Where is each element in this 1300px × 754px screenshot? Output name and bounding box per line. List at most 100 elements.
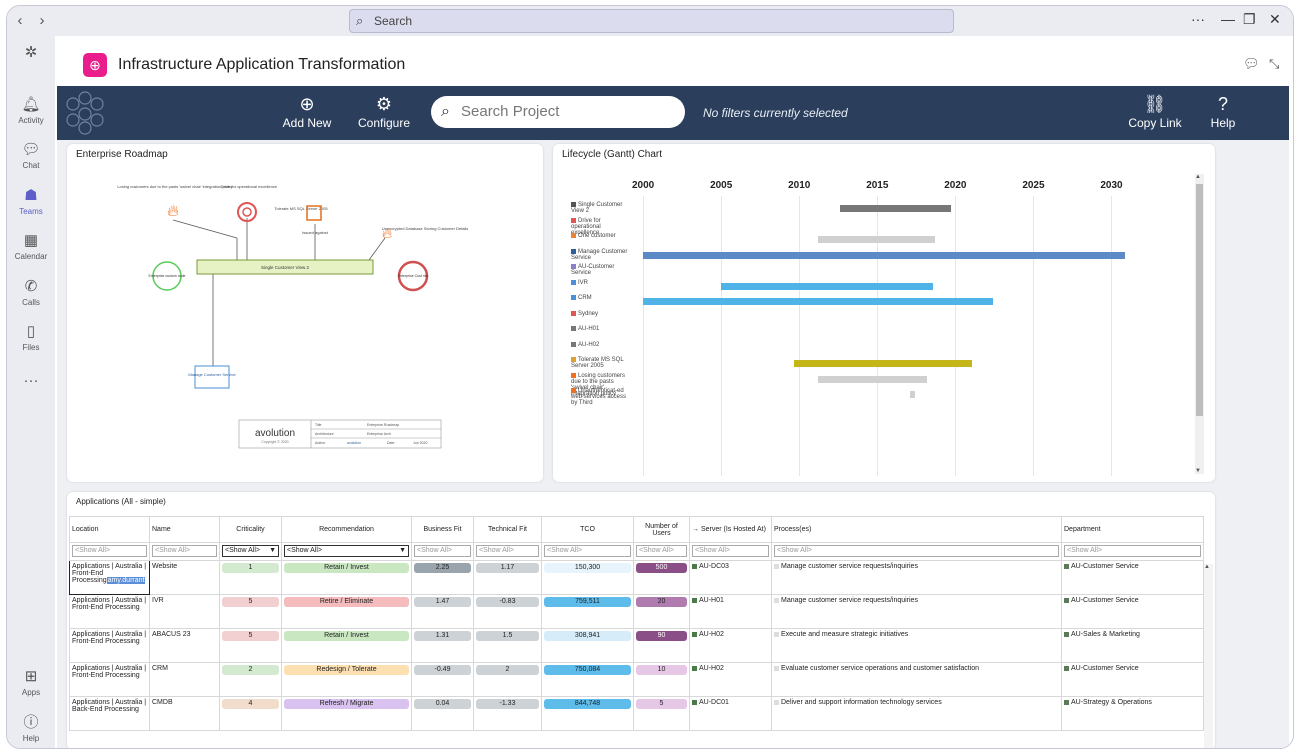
gantt-bar[interactable] [817,375,928,383]
gantt-row-label[interactable]: CRM [571,295,629,301]
gantt-row-label[interactable]: Manage Customer Service [571,248,628,261]
gantt-row-label[interactable]: Tolerate MS SQL Server 2005 [571,357,624,370]
table-row[interactable]: Applications | Australia | Front-End Pro… [69,560,1204,595]
value-pill: 2 [476,665,539,675]
value-pill: 4 [222,699,279,709]
manage-customer-service-box[interactable] [194,365,230,389]
gantt-bar[interactable] [794,360,973,367]
column-header[interactable]: Name [149,516,220,543]
column-header[interactable]: Criticality [219,516,282,543]
rail-calendar[interactable]: ▦ Calendar [7,232,55,261]
table-row[interactable]: Applications | Australia | Back-End Proc… [69,696,1204,731]
filter-input[interactable]: <Show All> [1064,545,1201,557]
column-header[interactable]: Technical Fit [473,516,542,543]
gantt-row-label[interactable]: Drive for operational excellence [571,217,601,236]
column-header[interactable]: TCO [541,516,634,543]
gantt-year-label: 2005 [710,180,733,191]
gantt-bar[interactable] [643,251,1126,259]
filter-input[interactable]: <Show All> [414,545,471,557]
column-header[interactable]: Location [69,516,150,543]
rail-teams[interactable]: ☗ Teams [7,187,55,216]
help-button[interactable]: ? Help [1205,94,1241,130]
gantt-row-label[interactable]: AU-H02 [571,341,629,348]
scroll-down-icon[interactable]: ▼ [1195,468,1201,474]
filter-input[interactable]: <Show All> [72,545,147,557]
filter-input[interactable]: <Show All> [544,545,631,557]
column-header[interactable]: → Server (Is Hosted At) [689,516,772,543]
gantt-bar[interactable] [839,205,951,212]
gantt-year-label: 2015 [866,180,889,191]
gantt-row-label[interactable]: AU-H01 [571,326,629,332]
gantt-row-label[interactable]: Sydney [571,310,629,317]
left-node[interactable] [152,261,182,291]
add-new-button[interactable]: ⊕ Add New [282,94,332,130]
gantt-row-label[interactable]: IVR [571,279,629,286]
value-pill: 10 [636,665,687,675]
filter-status: No filters currently selected [703,106,848,120]
rail-activity[interactable]: 🔔︎ Activity [7,96,55,125]
rail-apps[interactable]: ⊞ Apps [7,668,55,697]
rail-more[interactable]: ··· [7,372,55,392]
column-header[interactable]: Process(es) [771,516,1062,543]
gantt-row-label[interactable]: Single Customer View 2 [571,202,623,215]
filter-input[interactable]: <Show All> [636,545,687,557]
gantt-row-label[interactable]: One customer [571,233,629,239]
gantt-bar[interactable] [643,298,993,305]
svg-text:Jun 2020: Jun 2020 [413,441,427,445]
rail-chat[interactable]: 💬︎ Chat [7,141,55,170]
project-search-input[interactable]: ⌕ Search Project [431,96,685,128]
filter-input[interactable]: <Show All> [692,545,769,557]
gantt-bar[interactable] [817,236,935,243]
user-tooltip: amy.durrant [106,577,146,584]
gantt-bar[interactable] [721,282,934,290]
value-pill: 0.04 [414,699,471,709]
row-type-icon [571,357,576,362]
filter-input[interactable]: <Show All> [476,545,539,557]
column-header[interactable]: Recommendation [281,516,412,543]
table-scrollbar[interactable]: ▲ [1204,564,1213,748]
value-pill: 5 [222,597,279,607]
value-pill: 90 [636,631,687,641]
value-pill: 5 [222,631,279,641]
filter-select[interactable]: <Show All> [284,545,409,557]
configure-button[interactable]: ⚙ Configure [355,94,413,130]
gantt-row-label[interactable]: Losing customers due to the pasts 'swive… [571,372,626,397]
column-header[interactable]: Number of Users [633,516,690,543]
filter-select[interactable]: <Show All> [222,545,279,557]
gantt-row-label[interactable]: Unauthenticat-ed web services access by … [571,388,627,407]
right-node[interactable] [397,260,429,292]
table-row[interactable]: Applications | Australia | Front-End Pro… [69,662,1204,697]
copy-link-button[interactable]: ⛓ Copy Link [1125,94,1185,130]
conversation-icon[interactable]: 💬︎ [1243,56,1260,71]
collapse-icon[interactable]: ⤡ [1269,56,1280,71]
table-row[interactable]: Applications | Australia | Front-End Pro… [69,594,1204,629]
app-header: ⊕ Infrastructure Application Transformat… [55,36,1293,86]
question-icon: ? [1217,94,1228,114]
more-options-icon[interactable]: ··· [1191,11,1205,27]
rail-help[interactable]: ⓘ Help [7,714,55,743]
scroll-up-icon[interactable]: ▲ [1204,564,1210,570]
forward-arrow-icon[interactable]: › [39,12,45,29]
gantt-scrollbar[interactable]: ▲ ▼ [1195,174,1204,474]
single-customer-view-box[interactable] [196,259,374,275]
rail-files[interactable]: ▯ Files [7,323,55,352]
table-row[interactable]: Applications | Australia | Front-End Pro… [69,628,1204,663]
scroll-up-icon[interactable]: ▲ [1195,174,1201,180]
column-header[interactable]: Department [1061,516,1204,543]
back-arrow-icon[interactable]: ‹ [17,12,23,29]
gantt-bar[interactable] [909,391,915,398]
filter-input[interactable]: <Show All> [152,545,217,557]
close-icon[interactable]: ✕ [1269,11,1281,27]
maximize-icon[interactable]: ❐ [1243,11,1256,27]
value-pill: 1 [222,563,279,573]
value-pill: 20 [636,597,687,607]
value-pill: 1.47 [414,597,471,607]
column-header[interactable]: Business Fit [411,516,474,543]
gantt-row-label[interactable]: AU-Customer Service [571,264,615,277]
minimize-icon[interactable]: — [1221,11,1235,27]
filter-input[interactable]: <Show All> [774,545,1059,557]
roadmap-diagram[interactable]: Losing customers due to the pasts 'swive… [67,144,543,482]
rail-calls[interactable]: ✆ Calls [7,278,55,307]
project-toolbar: ⊕ Add New ⚙ Configure ⌕ Search Project No … [57,86,1289,140]
global-search-input[interactable]: ⌕ Search [349,9,954,33]
